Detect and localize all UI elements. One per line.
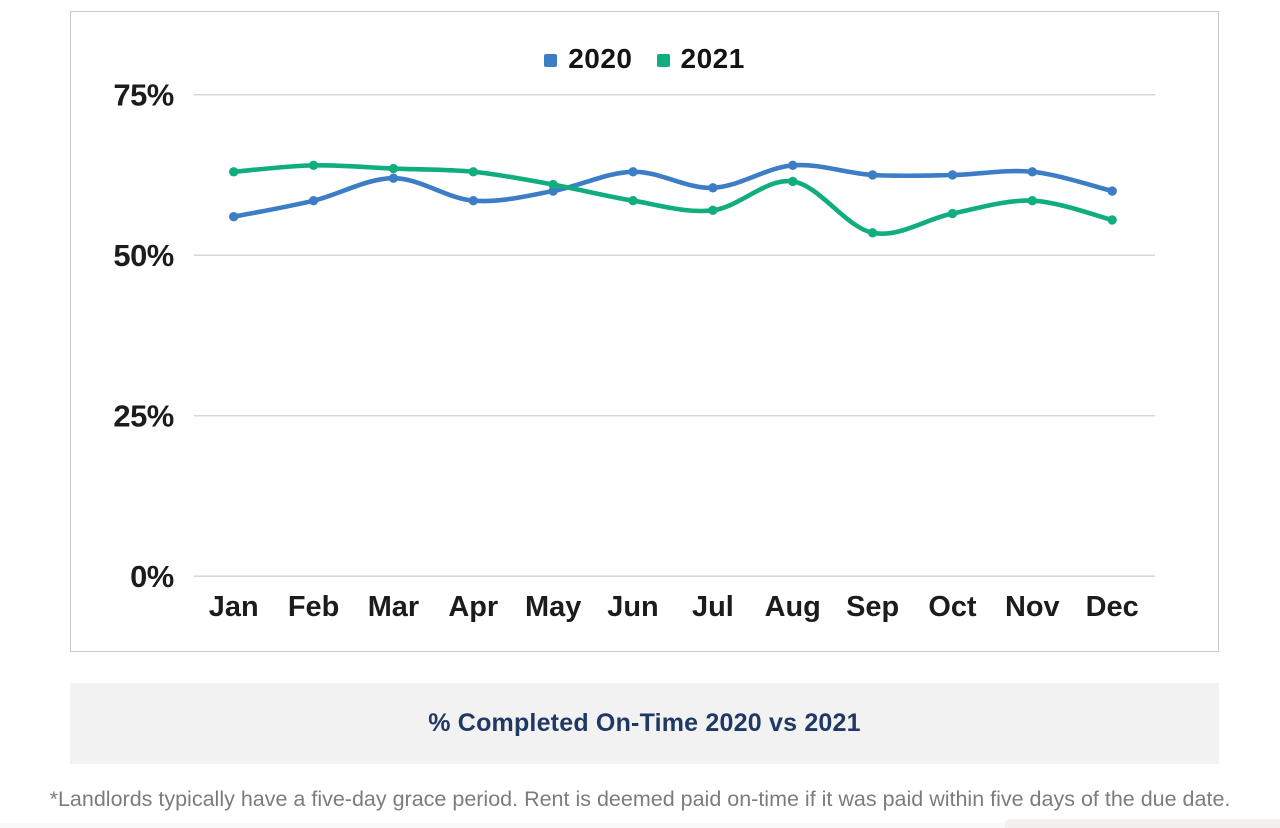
video-scrubber-bar (1005, 819, 1280, 828)
x-tick-label: May (525, 591, 581, 623)
y-tick-label: 25% (113, 399, 173, 434)
data-point-2020 (229, 212, 239, 222)
y-tick-label: 75% (113, 78, 173, 113)
x-tick-label: Nov (1005, 591, 1060, 623)
data-point-2020 (1107, 186, 1117, 196)
data-point-2020 (308, 195, 319, 206)
data-point-2021 (628, 195, 638, 206)
legend-label: 2021 (680, 43, 745, 74)
data-point-2021 (229, 167, 239, 177)
data-point-2020 (867, 170, 878, 180)
data-point-2020 (548, 186, 558, 196)
data-point-2020 (468, 195, 478, 206)
data-point-2020 (788, 160, 798, 171)
caption-bar: % Completed On-Time 2020 vs 2021 (70, 683, 1219, 764)
data-point-2020 (1027, 167, 1038, 177)
chart-caption: % Completed On-Time 2020 vs 2021 (428, 709, 861, 737)
data-point-2020 (628, 167, 638, 177)
data-point-2021 (1027, 195, 1038, 206)
data-point-2021 (308, 160, 319, 171)
data-point-2021 (548, 179, 558, 190)
y-tick-label: 0% (130, 559, 174, 594)
legend-item-2021: 2021 (656, 43, 745, 75)
line-chart: 0% 25% 50% 75% Jan Feb Mar Apr May Jun Jul Aug Sep Oc… (113, 78, 1156, 623)
bottom-edge-strip (0, 823, 1280, 828)
legend-swatch-icon (656, 54, 670, 67)
x-tick-label: Dec (1086, 591, 1139, 623)
legend-label: 2020 (568, 43, 633, 74)
x-tick-label: Jul (692, 591, 734, 623)
x-tick-label: Jan (209, 591, 259, 623)
x-tick-label: Sep (846, 591, 899, 623)
x-tick-label: Feb (288, 591, 339, 623)
chart-panel: 0% 25% 50% 75% Jan Feb Mar Apr May Jun Jul Aug Sep Oc… (70, 11, 1219, 652)
x-tick-label: Mar (368, 591, 419, 623)
x-tick-label: Apr (448, 591, 498, 623)
chart-legend: 2020 2021 (71, 43, 1218, 75)
data-point-2021 (788, 176, 798, 187)
data-point-2020 (708, 183, 718, 193)
series-line-2021 (231, 163, 1115, 236)
data-point-2021 (1107, 215, 1117, 225)
x-tick-label: Jun (607, 591, 658, 623)
data-point-2021 (867, 228, 878, 238)
legend-item-2020: 2020 (544, 43, 632, 75)
data-point-2020 (947, 170, 958, 180)
data-point-2021 (388, 163, 399, 174)
legend-swatch-icon (544, 54, 558, 67)
footnote-text: *Landlords typically have a five-day gra… (49, 787, 1231, 811)
data-point-2021 (708, 205, 718, 215)
data-point-2020 (388, 173, 399, 183)
data-point-2021 (947, 208, 958, 219)
x-tick-label: Oct (928, 591, 977, 623)
y-tick-label: 50% (113, 238, 173, 273)
data-point-2021 (468, 167, 478, 177)
x-tick-label: Aug (765, 591, 821, 623)
